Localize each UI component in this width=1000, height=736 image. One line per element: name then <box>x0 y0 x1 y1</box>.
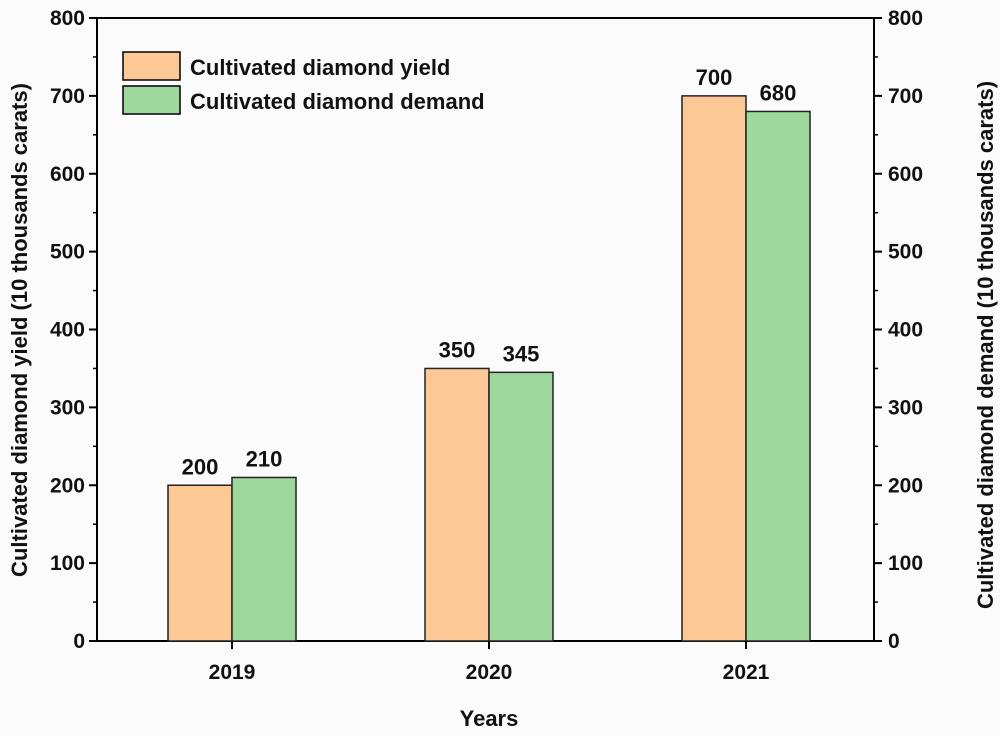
bar-demand-2020 <box>488 371 554 642</box>
right-y-axis: 0 100 200 300 400 500 600 700 800 <box>874 7 923 653</box>
legend-label-demand: Cultivated diamond demand <box>190 89 485 114</box>
left-y-tick-label: 400 <box>50 319 85 342</box>
bar-yield-2021 <box>681 95 747 642</box>
data-label-demand-2020: 345 <box>503 341 540 366</box>
data-label-demand-2021: 680 <box>760 80 797 105</box>
right-y-tick-label: 300 <box>888 396 923 419</box>
data-labels-group: 200 210 350 345 700 680 <box>182 65 797 479</box>
bars-group <box>167 95 811 642</box>
x-axis-title: Years <box>460 706 519 731</box>
left-y-tick-label: 600 <box>50 163 85 186</box>
bar-yield-2019 <box>167 484 233 642</box>
data-label-yield-2021: 700 <box>696 65 733 90</box>
legend: Cultivated diamond yield Cultivated diam… <box>122 51 485 115</box>
left-y-tick-label: 200 <box>50 474 85 497</box>
right-y-tick-label: 500 <box>888 241 923 264</box>
left-y-axis-title: Cultivated diamond yield (10 thousands c… <box>7 83 32 577</box>
bar-demand-2021 <box>745 110 811 642</box>
legend-swatch-yield <box>122 51 181 81</box>
left-y-tick-label: 800 <box>50 7 85 30</box>
left-y-tick-label: 100 <box>50 552 85 575</box>
left-y-tick-label: 0 <box>73 630 85 653</box>
right-y-tick-label: 600 <box>888 163 923 186</box>
right-y-tick-label: 700 <box>888 85 923 108</box>
right-y-tick-label: 100 <box>888 552 923 575</box>
data-label-demand-2019: 210 <box>246 446 283 471</box>
x-tick-label-2021: 2021 <box>723 661 770 684</box>
bar-yield-2020 <box>424 367 490 642</box>
left-y-tick-label: 300 <box>50 396 85 419</box>
x-tick-label-2019: 2019 <box>209 661 256 684</box>
data-label-yield-2020: 350 <box>439 337 476 362</box>
right-y-axis-title: Cultivated diamond demand (10 thousands … <box>973 81 998 609</box>
right-y-tick-label: 0 <box>888 630 900 653</box>
right-y-tick-label: 800 <box>888 7 923 30</box>
x-axis: 2019 2020 2021 <box>209 641 770 684</box>
left-y-tick-label: 500 <box>50 241 85 264</box>
legend-swatch-demand <box>122 85 181 115</box>
x-tick-label-2020: 2020 <box>466 661 513 684</box>
left-y-tick-label: 700 <box>50 85 85 108</box>
legend-label-yield: Cultivated diamond yield <box>190 55 450 80</box>
left-y-axis: 0 100 200 300 400 500 600 700 800 <box>50 7 97 653</box>
right-y-tick-label: 400 <box>888 319 923 342</box>
bar-demand-2019 <box>231 476 297 642</box>
right-y-tick-label: 200 <box>888 474 923 497</box>
data-label-yield-2019: 200 <box>182 454 219 479</box>
